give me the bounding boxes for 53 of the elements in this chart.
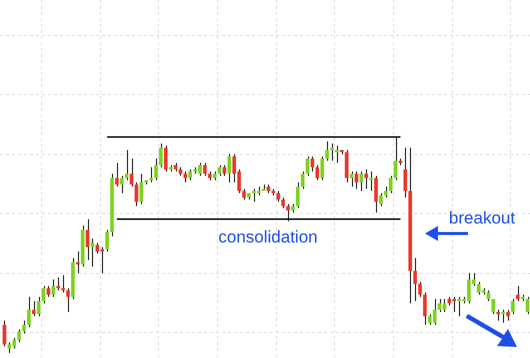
- candlestick: [27, 296, 31, 328]
- candlestick: [384, 186, 388, 198]
- candlestick: [242, 188, 246, 200]
- candlestick: [354, 171, 358, 190]
- candlestick: [310, 156, 314, 172]
- candlestick: [17, 328, 21, 343]
- candlestick: [124, 149, 128, 181]
- candlestick: [222, 164, 226, 176]
- candlestick: [281, 196, 285, 209]
- candlestick: [320, 156, 324, 181]
- candlestick: [61, 274, 65, 294]
- candlestick: [423, 292, 427, 326]
- candlestick: [86, 218, 90, 261]
- candlestick: [228, 154, 232, 183]
- annotation: breakout: [448, 208, 516, 228]
- candlestick: [188, 168, 192, 181]
- candlestick: [218, 164, 222, 176]
- candlestick: [46, 286, 50, 298]
- candlestick: [296, 182, 300, 209]
- candlestick: [418, 281, 422, 298]
- candlestick: [360, 171, 364, 192]
- candlestick: [154, 158, 158, 181]
- candlestick: [52, 279, 56, 298]
- annotation: consolidation: [218, 228, 318, 247]
- candlestick: [486, 290, 490, 302]
- candlestick: [184, 171, 188, 183]
- candlestick: [115, 162, 119, 188]
- candlestick: [330, 142, 334, 162]
- candlestick: [105, 229, 109, 252]
- candlestick: [90, 238, 94, 268]
- candlestick: [526, 296, 530, 315]
- candlestick: [276, 190, 280, 202]
- candlestick: [506, 309, 510, 322]
- candlestick: [379, 192, 383, 207]
- candlestick: [2, 320, 6, 348]
- candlestick: [120, 175, 124, 194]
- candlestick: [286, 203, 290, 222]
- candlestick: [140, 173, 144, 204]
- candlestick: [516, 286, 520, 302]
- candlestick: [492, 298, 496, 315]
- candlestick: [66, 288, 70, 312]
- candlestick: [350, 171, 354, 188]
- candlestick: [159, 142, 163, 168]
- candlestick: [404, 147, 408, 198]
- candlestick: [364, 168, 368, 190]
- candlestick: [203, 162, 207, 176]
- candlestick: [325, 140, 329, 162]
- candlestick: [511, 298, 515, 315]
- candlestick: [316, 164, 320, 181]
- candlestick: [413, 257, 417, 302]
- candlestick: [22, 320, 26, 334]
- candlestick: [164, 145, 168, 172]
- candlestick: [374, 175, 378, 214]
